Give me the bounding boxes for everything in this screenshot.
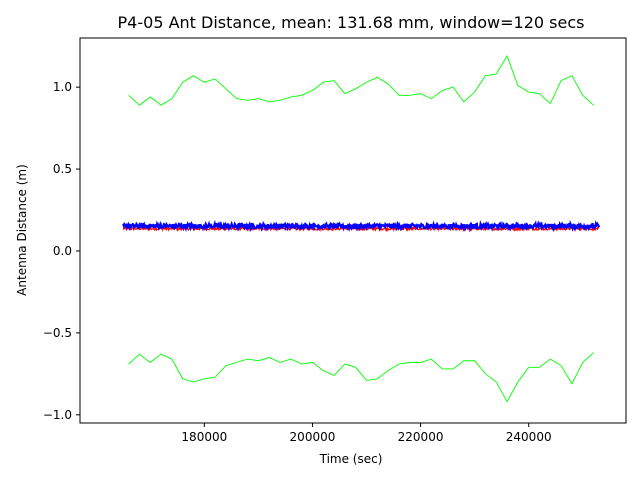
series-line-0 [122,219,601,233]
x-axis-label: Time (sec) [319,452,383,466]
x-axis: 180000 200000 220000 240000 [181,423,552,444]
y-axis: 1.0 0.5 0.0 −0.5 −1.0 [43,80,80,422]
x-tick-label: 180000 [181,430,227,444]
y-axis-label: Antenna Distance (m) [15,164,29,296]
y-tick-label: −1.0 [43,408,72,422]
x-tick-label: 240000 [506,430,552,444]
series-line-3 [128,352,594,403]
y-tick-label: 0.5 [53,162,72,176]
y-tick-label: −0.5 [43,326,72,340]
series-layer [122,54,601,403]
plot-frame [79,37,627,424]
x-tick-label: 200000 [290,430,336,444]
chart-title: P4-05 Ant Distance, mean: 131.68 mm, win… [118,13,585,32]
y-tick-label: 0.0 [53,244,72,258]
y-tick-label: 1.0 [53,80,72,94]
series-line-2 [128,54,594,106]
x-tick-label: 220000 [398,430,444,444]
